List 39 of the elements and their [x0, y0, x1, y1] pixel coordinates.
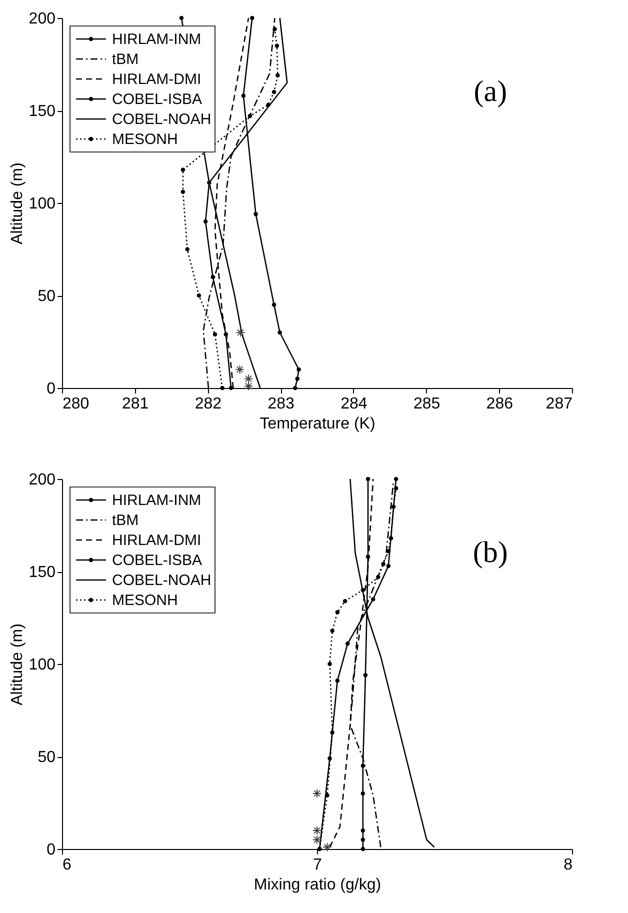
- x-tick-label: 6: [62, 856, 72, 874]
- y-tick-label: 100: [28, 656, 56, 674]
- legend-label: tBM: [112, 512, 139, 529]
- y-tick-label: 100: [28, 196, 56, 212]
- y-axis-title: Altitude (m): [8, 162, 26, 244]
- legend-label: HIRLAM-INM: [112, 492, 202, 509]
- legend-label: MESONH: [112, 131, 178, 148]
- legend-label: COBEL-NOAH: [112, 572, 212, 589]
- y-tick-label: 200: [28, 10, 56, 28]
- legend-label: MESONH: [112, 592, 178, 609]
- legend-label: HIRLAM-INM: [112, 31, 202, 48]
- x-tick-label: 286: [486, 396, 514, 412]
- x-axis-title: Mixing ratio (g/kg): [254, 876, 382, 894]
- y-tick-label: 50: [38, 749, 56, 766]
- legend-label: HIRLAM-DMI: [112, 532, 202, 549]
- legend-label: HIRLAM-DMI: [112, 71, 202, 88]
- y-tick-label: 150: [28, 564, 56, 581]
- legend-label: COBEL-ISBA: [112, 552, 202, 569]
- y-tick-label: 200: [28, 472, 56, 488]
- x-tick-label: 283: [268, 396, 295, 412]
- y-axis-title: Altitude (m): [8, 624, 26, 706]
- x-axis-title: Temperature (K): [260, 416, 376, 432]
- x-tick-label: 284: [340, 396, 368, 412]
- x-tick-label: 280: [62, 396, 90, 412]
- x-tick-label: 285: [413, 396, 440, 412]
- legend-label: COBEL-NOAH: [112, 111, 212, 128]
- y-tick-label: 50: [38, 288, 56, 305]
- y-tick-label: 0: [46, 380, 56, 398]
- x-tick-label: 7: [313, 856, 322, 874]
- annotation: (b): [472, 536, 508, 569]
- y-tick-label: 150: [28, 103, 56, 120]
- x-tick-label: 281: [122, 396, 149, 412]
- x-tick-label: 8: [564, 856, 573, 874]
- x-tick-label: 287: [546, 396, 573, 412]
- y-tick-label: 0: [46, 842, 56, 858]
- legend-label: tBM: [112, 51, 139, 68]
- annotation: (a): [474, 75, 508, 108]
- legend-label: COBEL-ISBA: [112, 91, 202, 108]
- x-tick-label: 282: [194, 396, 222, 412]
